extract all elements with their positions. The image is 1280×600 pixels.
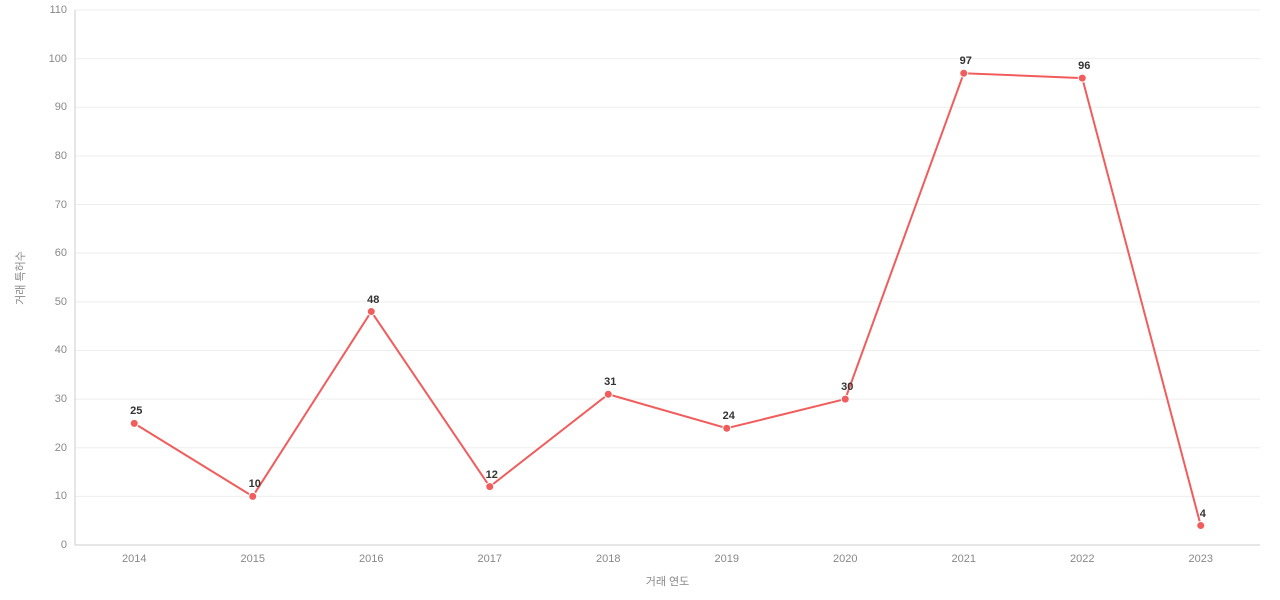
y-tick-label: 20	[55, 442, 67, 454]
y-tick-label: 90	[55, 101, 67, 113]
y-tick-label: 50	[55, 296, 67, 308]
data-label: 24	[723, 410, 735, 422]
y-tick-label: 80	[55, 150, 67, 162]
x-tick-label: 2019	[715, 553, 739, 565]
y-tick-label: 110	[49, 4, 67, 16]
chart-svg	[0, 0, 1280, 600]
x-tick-label: 2016	[359, 553, 383, 565]
data-label: 4	[1200, 508, 1206, 520]
y-tick-label: 100	[49, 53, 67, 65]
y-tick-label: 60	[55, 247, 67, 259]
line-chart: 0 10 20 30 40 50 60 70 80 90 100 110 2014 2015 2016 201…	[0, 0, 1280, 600]
x-tick-label: 2014	[122, 553, 146, 565]
y-tick-label: 30	[55, 393, 67, 405]
y-tick-label: 40	[55, 344, 67, 356]
data-label: 30	[841, 381, 853, 393]
y-tick-label: 0	[61, 539, 67, 551]
data-label: 31	[604, 376, 616, 388]
y-tick-label: 70	[55, 199, 67, 211]
data-label: 48	[367, 294, 379, 306]
x-tick-label: 2020	[833, 553, 857, 565]
y-tick-label: 10	[55, 490, 67, 502]
x-tick-label: 2023	[1189, 553, 1213, 565]
x-tick-label: 2021	[952, 553, 976, 565]
y-axis-title: 거래 특허수	[12, 251, 28, 305]
data-label: 97	[960, 55, 972, 67]
data-label: 12	[486, 469, 498, 481]
data-label: 25	[130, 405, 142, 417]
x-tick-label: 2022	[1070, 553, 1094, 565]
data-label: 96	[1078, 60, 1090, 72]
x-tick-label: 2017	[478, 553, 502, 565]
x-tick-label: 2018	[596, 553, 620, 565]
x-tick-label: 2015	[241, 553, 265, 565]
data-label: 10	[249, 478, 261, 490]
x-axis-title: 거래 연도	[646, 573, 690, 589]
